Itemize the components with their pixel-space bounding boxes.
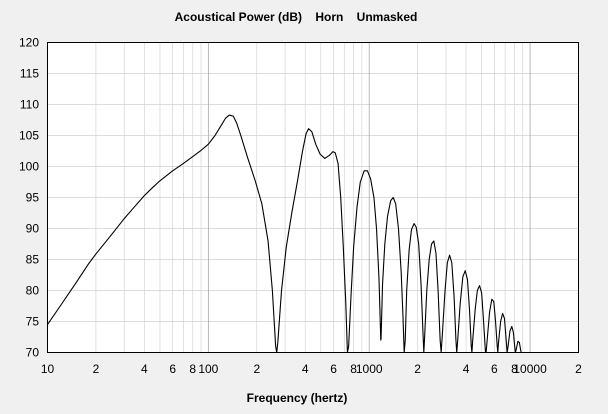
x-tick-label: 10000 [513, 362, 547, 376]
y-tick-label: 100 [19, 160, 39, 174]
y-axis: 70 75 80 85 90 95 100 105 110 115 120 [19, 36, 39, 360]
x-tick-label: 4 [463, 362, 470, 376]
grid [47, 42, 579, 353]
chart-title: Acoustical Power (dB) Horn Unmasked [175, 10, 418, 24]
x-tick-label: 2 [575, 362, 582, 376]
y-tick-label: 105 [19, 129, 39, 143]
y-tick-label: 95 [26, 191, 40, 205]
x-tick-label: 8 [189, 362, 196, 376]
x-tick-label: 1000 [356, 362, 383, 376]
y-tick-label: 70 [26, 346, 40, 360]
y-tick-label: 115 [20, 67, 39, 81]
x-tick-label: 4 [302, 362, 309, 376]
x-tick-label: 8 [511, 362, 518, 376]
x-tick-label: 100 [198, 362, 218, 376]
y-tick-label: 80 [26, 284, 40, 298]
x-tick-label: 6 [169, 362, 176, 376]
x-tick-label: 10 [41, 362, 55, 376]
x-tick-label: 2 [253, 362, 260, 376]
y-tick-label: 90 [26, 222, 40, 236]
x-axis-label: Frequency (hertz) [247, 391, 348, 405]
x-tick-label: 2 [93, 362, 100, 376]
x-tick-label: 4 [141, 362, 148, 376]
power-curve [47, 114, 522, 354]
y-tick-label: 120 [19, 36, 39, 50]
y-tick-label: 75 [26, 315, 40, 329]
y-tick-label: 110 [20, 98, 39, 112]
x-tick-label: 6 [491, 362, 498, 376]
x-tick-label: 8 [350, 362, 357, 376]
plot-border [47, 42, 579, 353]
x-tick-label: 6 [330, 362, 337, 376]
y-tick-label: 85 [26, 253, 40, 267]
x-tick-label: 2 [414, 362, 421, 376]
